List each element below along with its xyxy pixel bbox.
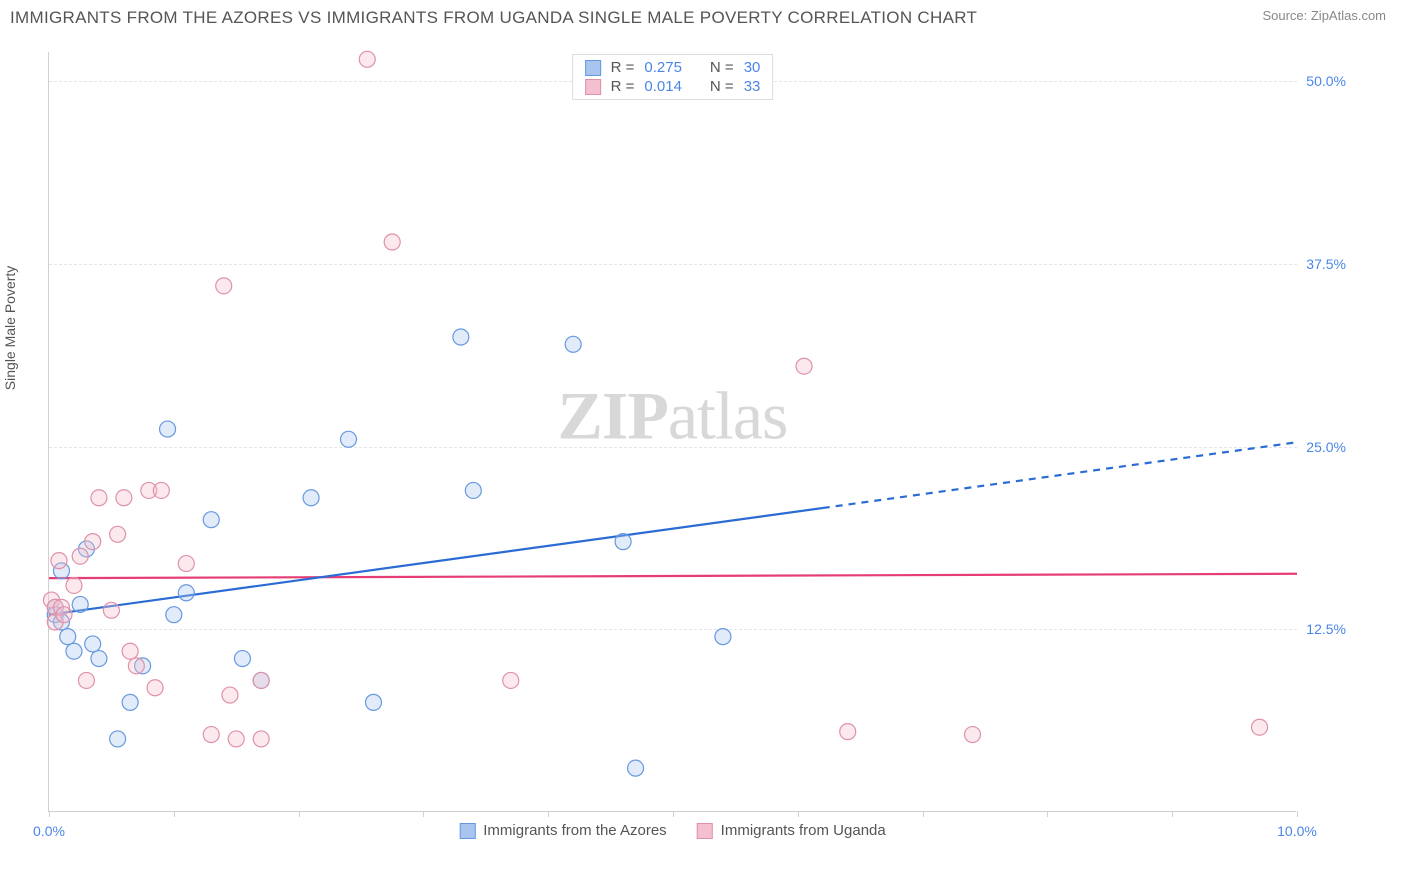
legend-row-azores: R = 0.275 N = 30: [585, 58, 761, 77]
scatter-point: [203, 512, 219, 528]
scatter-point: [72, 596, 88, 612]
chart-container: Single Male Poverty ZIPatlas 12.5%25.0%3…: [48, 52, 1348, 812]
legend-row-uganda: R = 0.014 N = 33: [585, 77, 761, 96]
n-label: N =: [710, 78, 734, 95]
scatter-point: [166, 607, 182, 623]
scatter-point: [359, 51, 375, 67]
scatter-point: [453, 329, 469, 345]
scatter-point: [153, 482, 169, 498]
scatter-point: [1252, 719, 1268, 735]
scatter-point: [715, 629, 731, 645]
scatter-point: [178, 585, 194, 601]
x-tick: [1297, 811, 1298, 817]
y-tick-label: 25.0%: [1296, 439, 1346, 455]
scatter-point: [56, 607, 72, 623]
n-label: N =: [710, 59, 734, 76]
scatter-point: [203, 727, 219, 743]
plot-area: ZIPatlas 12.5%25.0%37.5%50.0% 0.0%10.0% …: [48, 52, 1296, 812]
x-tick-label: 0.0%: [33, 823, 65, 839]
scatter-point: [147, 680, 163, 696]
y-tick-label: 50.0%: [1296, 73, 1346, 89]
scatter-point: [234, 651, 250, 667]
x-tick-label: 10.0%: [1277, 823, 1317, 839]
scatter-point: [216, 278, 232, 294]
scatter-point: [341, 431, 357, 447]
scatter-point: [628, 760, 644, 776]
scatter-point: [160, 421, 176, 437]
y-tick-label: 12.5%: [1296, 621, 1346, 637]
scatter-point: [85, 534, 101, 550]
scatter-point: [384, 234, 400, 250]
scatter-point: [796, 358, 812, 374]
scatter-point: [615, 534, 631, 550]
scatter-point: [365, 694, 381, 710]
scatter-point: [91, 651, 107, 667]
scatter-plot-svg: [49, 52, 1297, 812]
scatter-point: [128, 658, 144, 674]
scatter-point: [253, 731, 269, 747]
legend-swatch-uganda: [697, 823, 713, 839]
source-label: Source: ZipAtlas.com: [1262, 8, 1386, 23]
scatter-point: [222, 687, 238, 703]
legend-label-uganda: Immigrants from Uganda: [721, 822, 886, 839]
scatter-point: [91, 490, 107, 506]
scatter-point: [565, 336, 581, 352]
regression-line: [49, 574, 1297, 578]
y-axis-title: Single Male Poverty: [2, 266, 18, 391]
scatter-point: [110, 731, 126, 747]
scatter-point: [66, 643, 82, 659]
scatter-point: [178, 556, 194, 572]
scatter-point: [110, 526, 126, 542]
scatter-point: [503, 672, 519, 688]
scatter-point: [122, 694, 138, 710]
y-tick-label: 37.5%: [1296, 256, 1346, 272]
n-value-azores: 30: [744, 59, 761, 76]
legend-label-azores: Immigrants from the Azores: [483, 822, 666, 839]
legend-item-uganda: Immigrants from Uganda: [697, 822, 886, 839]
scatter-point: [85, 636, 101, 652]
scatter-point: [122, 643, 138, 659]
legend-swatch-azores: [585, 60, 601, 76]
regression-line: [49, 508, 823, 615]
scatter-point: [228, 731, 244, 747]
n-value-uganda: 33: [744, 78, 761, 95]
scatter-point: [840, 724, 856, 740]
correlation-legend: R = 0.275 N = 30 R = 0.014 N = 33: [572, 54, 774, 100]
scatter-point: [78, 672, 94, 688]
scatter-point: [965, 727, 981, 743]
legend-item-azores: Immigrants from the Azores: [459, 822, 666, 839]
scatter-point: [103, 602, 119, 618]
r-label: R =: [611, 78, 635, 95]
scatter-point: [60, 629, 76, 645]
scatter-point: [51, 553, 67, 569]
scatter-point: [66, 577, 82, 593]
regression-line-extrapolated: [823, 442, 1297, 508]
r-value-azores: 0.275: [644, 59, 682, 76]
legend-swatch-uganda: [585, 79, 601, 95]
scatter-point: [465, 482, 481, 498]
scatter-point: [72, 548, 88, 564]
scatter-point: [116, 490, 132, 506]
r-value-uganda: 0.014: [644, 78, 682, 95]
chart-title: IMMIGRANTS FROM THE AZORES VS IMMIGRANTS…: [10, 8, 977, 28]
r-label: R =: [611, 59, 635, 76]
series-legend: Immigrants from the Azores Immigrants fr…: [459, 822, 885, 839]
scatter-point: [253, 672, 269, 688]
scatter-point: [303, 490, 319, 506]
legend-swatch-azores: [459, 823, 475, 839]
